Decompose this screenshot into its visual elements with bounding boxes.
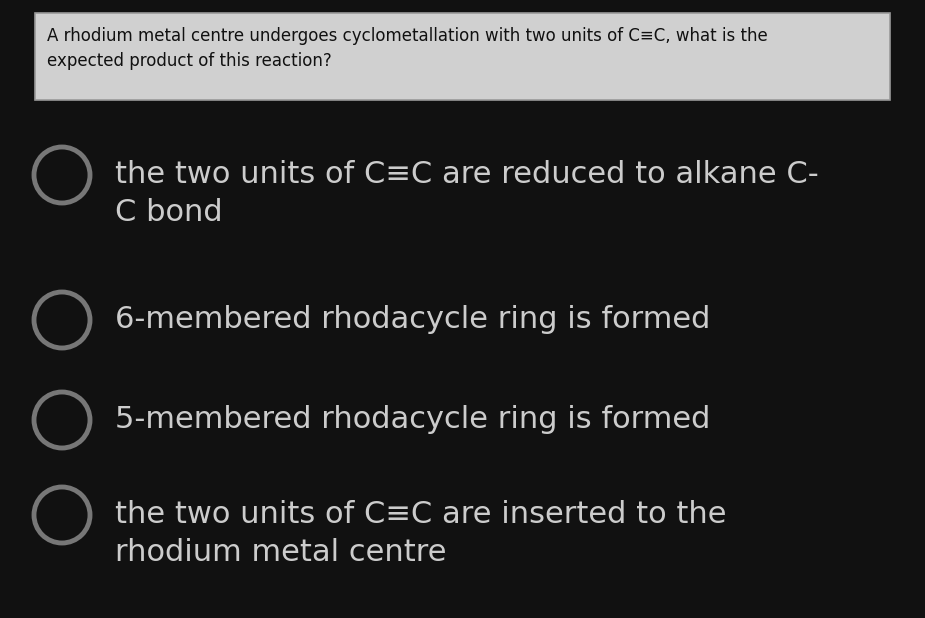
Text: the two units of C≡C are reduced to alkane C-
C bond: the two units of C≡C are reduced to alka… [115, 160, 819, 227]
FancyBboxPatch shape [35, 13, 890, 100]
Text: the two units of C≡C are inserted to the
rhodium metal centre: the two units of C≡C are inserted to the… [115, 500, 726, 567]
Text: 6-membered rhodacycle ring is formed: 6-membered rhodacycle ring is formed [115, 305, 710, 334]
Text: A rhodium metal centre undergoes cyclometallation with two units of C≡C, what is: A rhodium metal centre undergoes cyclome… [47, 27, 768, 70]
Text: 5-membered rhodacycle ring is formed: 5-membered rhodacycle ring is formed [115, 405, 710, 434]
